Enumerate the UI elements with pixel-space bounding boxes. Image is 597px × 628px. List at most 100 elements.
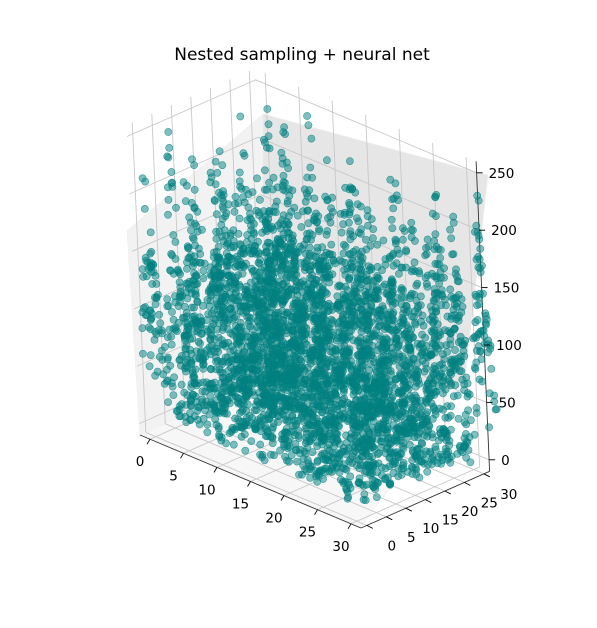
- scatter-point: [146, 228, 155, 237]
- y-tick-mark: [405, 507, 413, 512]
- z-tick-label: 250: [489, 166, 515, 182]
- scatter-point: [140, 204, 149, 213]
- z-tick-label: 200: [491, 223, 517, 239]
- scatter-point: [439, 405, 447, 414]
- scatter-point: [187, 226, 195, 235]
- scatter-point: [263, 381, 272, 389]
- scatter-point: [303, 206, 312, 215]
- scatter-point: [229, 440, 238, 449]
- scatter-point: [388, 380, 397, 389]
- scatter-point: [327, 417, 336, 426]
- scatter-point: [314, 337, 323, 345]
- y-tick-label: 30: [500, 487, 517, 503]
- scatter-point: [363, 302, 371, 310]
- scatter-point: [475, 235, 484, 244]
- scatter-point: [264, 399, 273, 408]
- y-tick-mark: [444, 490, 452, 495]
- scatter-point: [217, 436, 226, 445]
- scatter-point: [285, 457, 293, 466]
- scatter-point: [304, 121, 313, 130]
- scatter-point: [175, 278, 184, 287]
- scatter-point: [266, 321, 275, 330]
- scatter-point: [171, 238, 180, 246]
- scatter-point: [185, 253, 194, 262]
- scatter-point: [367, 215, 376, 223]
- scatter-point: [454, 313, 463, 322]
- scatter-point: [236, 240, 244, 248]
- scatter-point: [138, 265, 147, 273]
- scatter-point: [442, 447, 451, 456]
- scatter-point: [238, 247, 246, 256]
- scatter-point: [398, 286, 407, 294]
- scatter-point: [253, 345, 262, 354]
- scatter-point: [246, 278, 255, 287]
- scatter-point: [386, 439, 395, 448]
- scatter-point: [356, 265, 365, 274]
- x-tick-mark: [347, 523, 352, 530]
- scatter-point: [478, 326, 486, 335]
- scatter-point: [358, 411, 367, 420]
- scatter-point: [491, 405, 500, 414]
- scatter-point: [382, 289, 391, 298]
- scatter-point: [139, 304, 148, 313]
- scatter-point: [430, 326, 439, 335]
- scatter-point: [366, 438, 375, 447]
- scatter-point: [431, 212, 440, 220]
- scatter-point: [412, 366, 421, 374]
- scatter-point: [385, 252, 394, 261]
- scatter-point: [359, 495, 368, 504]
- scatter-point: [183, 294, 192, 303]
- scatter-point: [294, 324, 303, 333]
- scatter-point: [269, 173, 278, 182]
- z-tick-label: 100: [496, 338, 522, 354]
- scatter-point: [168, 308, 176, 316]
- scatter-point: [339, 380, 348, 389]
- scatter-point: [199, 274, 208, 283]
- scatter-point: [379, 304, 388, 313]
- scatter-point: [349, 232, 357, 241]
- scatter-point: [392, 336, 401, 344]
- scatter-point: [314, 212, 323, 221]
- scatter-point: [358, 306, 367, 315]
- scatter-point: [272, 288, 281, 296]
- scatter-point: [147, 313, 156, 322]
- scatter-point: [448, 250, 457, 259]
- scatter-point: [292, 286, 300, 295]
- scatter-point: [372, 379, 380, 388]
- scatter-point: [372, 283, 381, 292]
- scatter-point: [245, 379, 253, 387]
- scatter-point: [395, 352, 404, 361]
- scatter-point: [485, 423, 493, 432]
- scatter-point: [400, 400, 409, 408]
- scatter-point: [339, 220, 347, 229]
- scatter-point: [380, 325, 389, 333]
- scatter-point: [182, 288, 191, 296]
- scatter-point: [392, 191, 401, 200]
- scatter-point: [273, 314, 282, 323]
- scatter-point: [327, 240, 336, 249]
- scatter-point: [436, 371, 445, 380]
- scatter-point: [265, 370, 274, 379]
- scatter-point: [271, 280, 280, 288]
- scatter-point: [293, 457, 301, 466]
- scatter-point: [236, 112, 245, 121]
- scatter-point: [435, 279, 444, 288]
- scatter-point: [314, 471, 323, 480]
- gridline-y-floor: [145, 431, 367, 526]
- scatter-point: [206, 364, 215, 373]
- scatter-point: [480, 339, 489, 348]
- scatter-point: [176, 412, 185, 421]
- scatter-point: [246, 341, 255, 350]
- scatter-point: [346, 408, 355, 417]
- scatter-point: [259, 135, 268, 144]
- scatter-point: [427, 350, 436, 359]
- scatter-point: [271, 202, 280, 211]
- scatter-point: [361, 448, 370, 457]
- scatter-point: [395, 249, 403, 258]
- scatter-point: [485, 389, 494, 398]
- scatter-point: [313, 397, 322, 406]
- scatter-point: [220, 409, 229, 418]
- scatter-point: [373, 428, 382, 437]
- scatter-point: [301, 197, 310, 206]
